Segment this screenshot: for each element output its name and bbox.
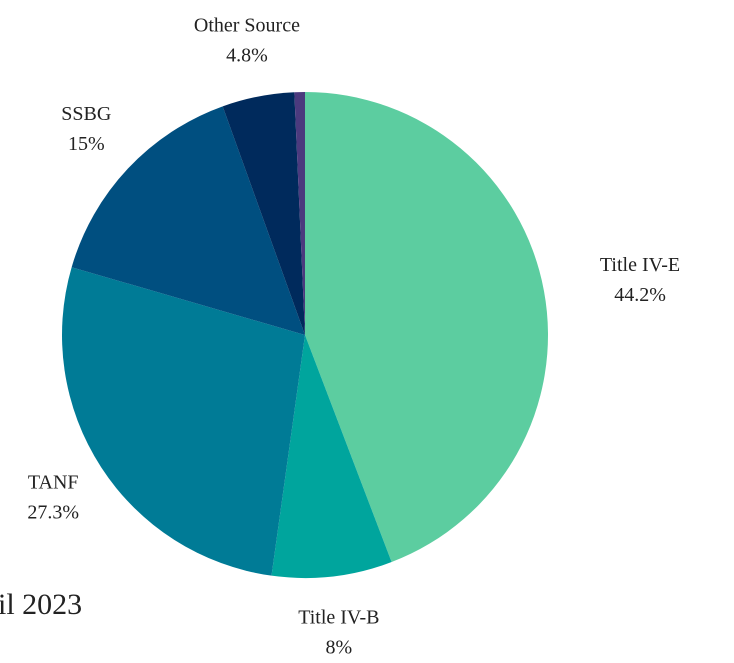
- pie-slice: [305, 92, 548, 563]
- pie-slice: [294, 92, 305, 335]
- slice-label: TANF: [28, 472, 79, 494]
- pie-slice: [62, 267, 305, 576]
- slice-value: 27.3%: [27, 502, 79, 524]
- cropped-caption: il 2023: [0, 588, 82, 621]
- slice-value: 44.2%: [614, 284, 666, 306]
- pie-slice: [222, 92, 305, 335]
- slice-label: Other Source: [194, 14, 300, 36]
- pie-slice: [71, 106, 305, 336]
- slice-label: SSBG: [61, 103, 111, 125]
- slice-value: 4.8%: [226, 44, 268, 66]
- slice-label: Title IV-E: [600, 254, 680, 276]
- slice-value: 8%: [326, 637, 353, 659]
- slice-label: Title IV-B: [298, 607, 379, 629]
- slice-value: 15%: [68, 133, 105, 155]
- pie-slice: [271, 335, 392, 578]
